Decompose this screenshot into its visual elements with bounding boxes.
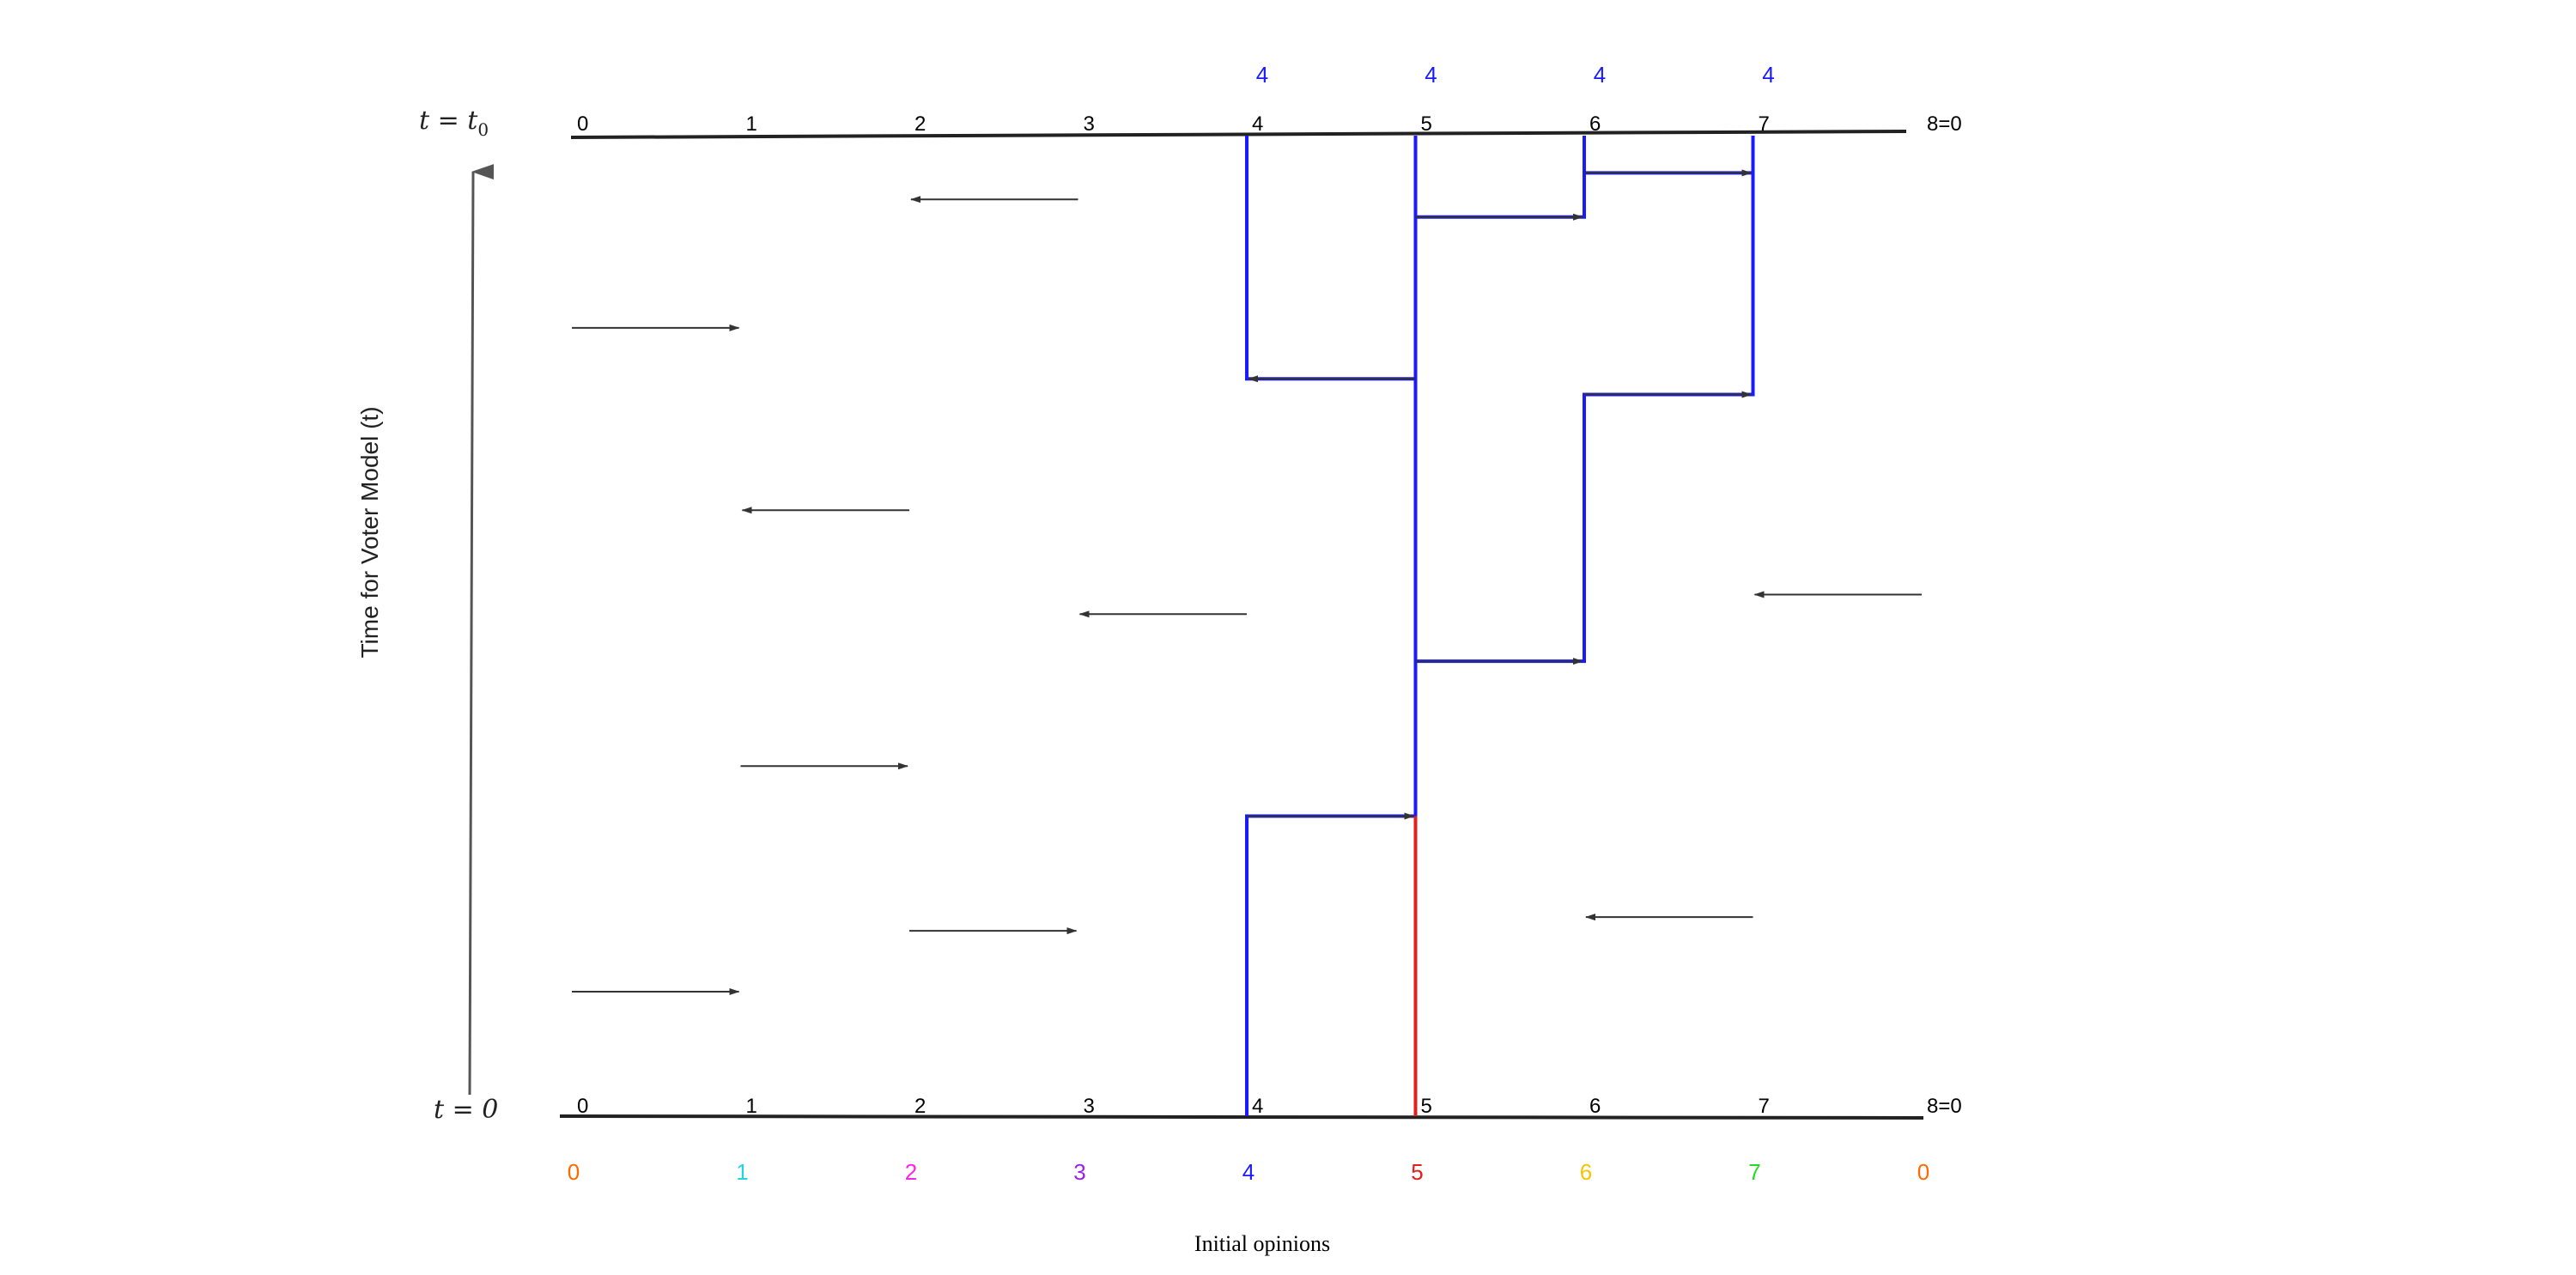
final-opinion-0: 4 xyxy=(1256,62,1268,88)
bottom-site-label-3: 3 xyxy=(1084,1095,1095,1118)
top-site-label-7: 7 xyxy=(1759,112,1770,136)
initial-opinion-4: 4 xyxy=(1242,1159,1255,1185)
ancestral-path-4 xyxy=(1415,173,1755,664)
initial-opinion-7: 7 xyxy=(1748,1159,1760,1185)
initial-opinion-5: 5 xyxy=(1411,1159,1423,1185)
bottom-timeline xyxy=(559,1114,1924,1120)
bottom-site-label-4: 4 xyxy=(1252,1095,1263,1118)
initial-opinion-8: 0 xyxy=(1917,1159,1929,1185)
bottom-site-label-0: 0 xyxy=(577,1095,588,1118)
top-site-label-5: 5 xyxy=(1421,112,1432,136)
x-axis-title: Initial opinions xyxy=(1194,1231,1330,1256)
final-opinion-3: 4 xyxy=(1762,62,1774,88)
y-axis-title: Time for Voter Model (t) xyxy=(356,406,383,658)
top-site-label-4: 4 xyxy=(1252,112,1263,136)
top-site-label-6: 6 xyxy=(1589,112,1601,136)
time-axis-arrow xyxy=(468,164,495,1096)
ancestral-path-1 xyxy=(1245,136,1418,1116)
bottom-site-labels: 0 1 2 3 4 5 6 7 8=0 xyxy=(577,1095,1962,1118)
initial-opinion-6: 6 xyxy=(1580,1159,1592,1185)
bottom-site-label-1: 1 xyxy=(746,1095,757,1118)
time-top-label: t = t0 xyxy=(419,106,489,140)
bottom-site-label-5: 5 xyxy=(1421,1095,1432,1118)
initial-opinion-labels: 0 1 2 3 4 5 6 7 0 xyxy=(568,1159,1929,1185)
top-site-label-0: 0 xyxy=(577,112,588,136)
bottom-site-label-6: 6 xyxy=(1589,1095,1601,1118)
final-opinion-labels: 4 4 4 4 xyxy=(1256,62,1775,88)
voting-arrows xyxy=(572,169,1922,995)
top-site-labels: 0 1 2 3 4 5 6 7 8=0 xyxy=(577,112,1962,136)
top-site-label-2: 2 xyxy=(914,112,926,136)
time-bottom-label: t = 0 xyxy=(434,1095,498,1125)
bottom-site-label-7: 7 xyxy=(1759,1095,1770,1118)
bottom-site-label-8: 8=0 xyxy=(1927,1095,1962,1118)
ancestral-path-0 xyxy=(1245,136,1416,381)
top-site-label-3: 3 xyxy=(1084,112,1095,136)
top-site-label-8: 8=0 xyxy=(1927,112,1962,136)
initial-opinion-1: 1 xyxy=(736,1159,748,1185)
ancestral-paths xyxy=(1245,136,1755,1116)
initial-opinion-0: 0 xyxy=(568,1159,580,1185)
final-opinion-2: 4 xyxy=(1594,62,1606,88)
initial-opinion-3: 3 xyxy=(1073,1159,1085,1185)
top-timeline xyxy=(570,130,1907,139)
bottom-site-label-2: 2 xyxy=(914,1095,926,1118)
final-opinion-1: 4 xyxy=(1425,62,1437,88)
ancestral-path-2 xyxy=(1415,136,1586,219)
ancestral-path-3 xyxy=(1583,136,1755,217)
initial-opinion-2: 2 xyxy=(905,1159,917,1185)
top-site-label-1: 1 xyxy=(746,112,757,136)
